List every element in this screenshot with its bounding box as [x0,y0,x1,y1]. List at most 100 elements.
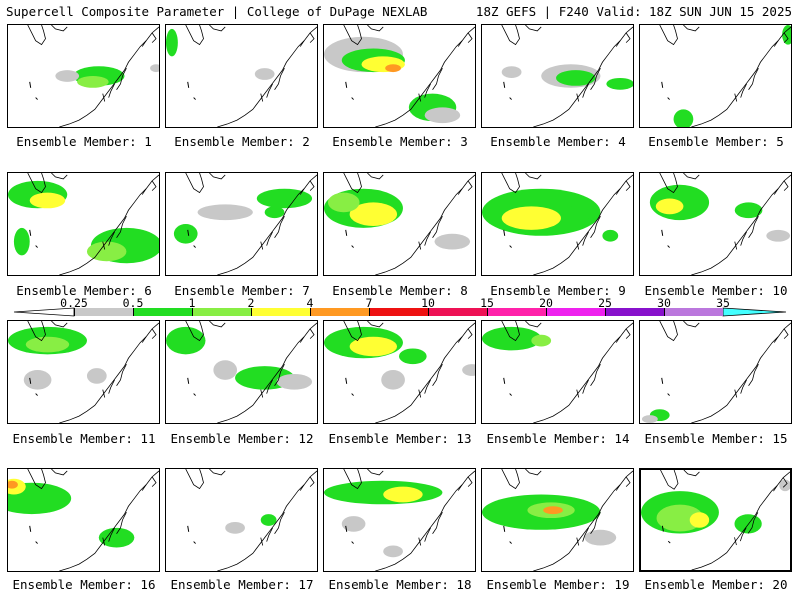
scp-contour [584,529,617,546]
ensemble-member-map[interactable] [323,172,476,276]
ensemble-member-label: Ensemble Member: 5 [648,134,784,149]
ensemble-member-label: Ensemble Member: 18 [328,577,472,592]
coastline [375,322,475,423]
scp-contour [260,514,277,526]
ensemble-member-map[interactable] [323,24,476,128]
coastline [260,67,285,102]
coastline [576,363,601,398]
colorbar-tick-label: 35 [716,296,730,310]
ensemble-member-map[interactable] [165,468,318,572]
scp-contour [656,504,704,532]
lake-outline [661,229,670,248]
ensemble-member-map[interactable] [481,24,634,128]
coastline [533,322,633,423]
colorbar-segment [428,308,487,316]
lake-outline [345,81,354,100]
scp-contour [501,206,561,230]
scp-field-map [649,173,791,275]
scp-contour [399,348,427,365]
coastline [501,173,542,194]
coastline [299,180,315,195]
coastline [217,470,317,571]
scp-field-map [482,173,633,275]
scp-contour [276,373,313,390]
coastline [59,470,159,571]
lake-outline [661,377,670,396]
coastline [691,26,791,127]
ensemble-member-map[interactable] [639,172,792,276]
scp-field-map [8,321,159,423]
ensemble-member-label: Ensemble Member: 10 [644,283,788,298]
coastline [501,25,542,46]
colorbar-segment [546,308,605,316]
coastline [59,322,159,423]
ensemble-member-map[interactable] [165,172,318,276]
scp-contour [556,70,596,86]
ensemble-member-label: Ensemble Member: 20 [644,577,788,592]
coastline [299,328,315,343]
coastline [615,476,631,491]
lake-outline [29,81,38,100]
coastline [418,363,443,398]
scp-field-map [324,25,475,127]
coastline [533,470,633,571]
scp-field-map [501,25,633,127]
lake-outline [187,525,196,544]
scp-contour [602,229,619,242]
ensemble-member-label: Ensemble Member: 19 [486,577,630,592]
ensemble-member-map[interactable] [639,320,792,424]
coastline [102,363,127,398]
ensemble-member-map[interactable] [165,24,318,128]
ensemble-member-map[interactable] [7,320,160,424]
ensemble-member-map[interactable] [7,172,160,276]
coastline [773,32,789,47]
lake-outline [29,229,38,248]
scp-contour [55,70,80,82]
colorbar-segment [605,308,664,316]
scp-field-map [324,469,475,571]
ensemble-member-label: Ensemble Member: 6 [16,283,152,298]
scp-contour [734,202,763,219]
ensemble-member-label: Ensemble Member: 13 [328,431,472,446]
scp-contour [225,521,245,534]
ensemble-member-map[interactable] [639,24,792,128]
coastline [734,512,759,546]
coastline [533,26,633,127]
scp-contour [25,336,70,353]
coastline [691,471,790,570]
ensemble-member-label: Ensemble Member: 14 [486,431,630,446]
scp-field-map [482,321,633,423]
coastline [343,25,384,46]
coastline [576,511,601,546]
colorbar-tick-label: 0.5 [122,296,144,310]
coastline [457,476,473,491]
scp-contour [150,64,159,73]
ensemble-member-map[interactable] [481,320,634,424]
ensemble-member-map[interactable] [481,468,634,572]
scp-contour [327,192,360,213]
lake-outline [661,525,671,544]
ensemble-member-map[interactable] [481,172,634,276]
coastline [375,470,475,571]
coastline [343,321,384,342]
ensemble-member-map[interactable] [639,468,792,572]
colorbar-segment [74,308,133,316]
coastline [185,321,226,342]
colorbar-segment [133,308,192,316]
scp-contour [501,66,522,78]
scp-field-map [641,321,791,423]
ensemble-member-label: Ensemble Member: 2 [174,134,310,149]
scp-contour [77,76,109,88]
ensemble-member-label: Ensemble Member: 12 [170,431,314,446]
ensemble-member-map[interactable] [323,468,476,572]
map-title: Supercell Composite Parameter | College … [6,4,428,19]
coastline [418,67,443,102]
coastline [457,32,473,47]
ensemble-member-map[interactable] [7,24,160,128]
colorbar-segment [487,308,546,316]
ensemble-member-map[interactable] [165,320,318,424]
coastline [260,511,285,546]
coastline [457,180,473,195]
ensemble-member-map[interactable] [7,468,160,572]
ensemble-member-map[interactable] [323,320,476,424]
